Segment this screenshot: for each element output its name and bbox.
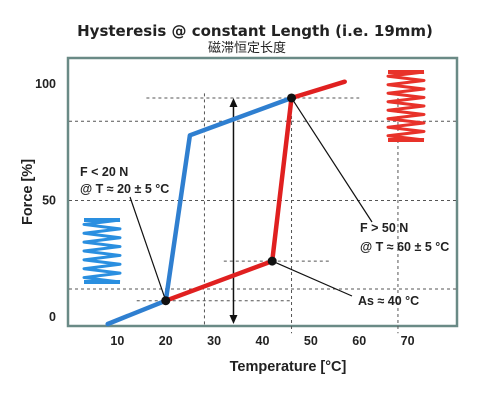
x-tick-20: 20 — [159, 334, 173, 348]
series-lines — [105, 79, 347, 327]
annotation-as-line-1: As ≈ 40 °C — [358, 294, 419, 308]
x-tick-50: 50 — [304, 334, 318, 348]
leader-line-0 — [129, 196, 167, 301]
y-tick-100: 100 — [35, 77, 56, 91]
y-tick-0: 0 — [49, 310, 56, 324]
annotation-leaders — [129, 97, 373, 301]
spring-red-extended-coil — [386, 70, 426, 142]
x-tick-40: 40 — [256, 334, 270, 348]
x-axis-label: Temperature [°C] — [230, 359, 347, 375]
series-line-red — [163, 79, 347, 303]
x-tick-labels: 10 20 30 40 50 60 70 — [110, 334, 414, 348]
x-tick-70: 70 — [401, 334, 415, 348]
spring-blue-compressed — [82, 218, 122, 284]
chart-title: Hysteresis @ constant Length (i.e. 19mm) — [77, 22, 433, 40]
chart-subtitle: 磁滞恒定长度 — [208, 40, 286, 56]
annotation-high-line-2: @ T ≈ 60 ± 5 °C — [360, 240, 449, 254]
annotation-high-line-1: F > 50 N — [360, 221, 408, 235]
spring-illustrations — [82, 70, 426, 284]
force-range-arrow — [229, 97, 238, 324]
x-tick-30: 30 — [207, 334, 221, 348]
annotation-low-line-1: F < 20 N — [80, 165, 128, 179]
spring-red-extended — [386, 70, 426, 142]
y-tick-50: 50 — [42, 194, 56, 208]
x-tick-60: 60 — [352, 334, 366, 348]
spring-blue-compressed-coil — [82, 218, 122, 284]
y-axis-label: Force [%] — [20, 159, 36, 225]
arrow-head-bottom — [229, 314, 238, 324]
arrow-head-top — [229, 97, 238, 107]
series-line-blue — [105, 95, 294, 327]
leader-line-2 — [271, 260, 353, 297]
leader-line-1 — [291, 97, 373, 223]
y-tick-labels: 0 50 100 — [35, 77, 56, 324]
x-tick-10: 10 — [110, 334, 124, 348]
annotation-low-line-2: @ T ≈ 20 ± 5 °C — [80, 182, 169, 196]
